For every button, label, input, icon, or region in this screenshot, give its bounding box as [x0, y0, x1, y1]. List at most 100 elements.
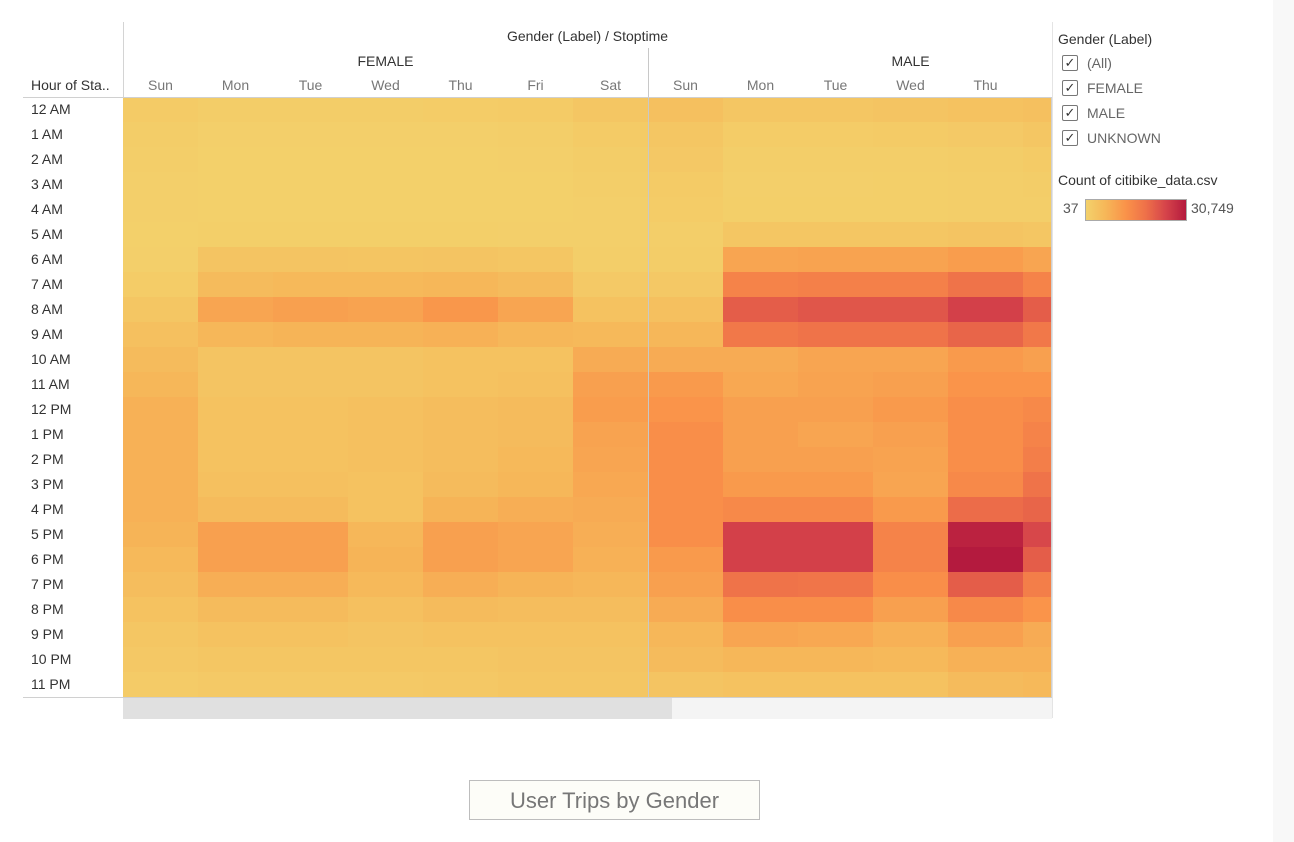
heatmap-cell[interactable] — [273, 297, 348, 322]
heatmap-cell[interactable] — [273, 272, 348, 297]
heatmap-cell[interactable] — [948, 447, 1023, 472]
heatmap-cell[interactable] — [423, 372, 498, 397]
heatmap-cell[interactable] — [498, 322, 573, 347]
heatmap-cell[interactable] — [273, 147, 348, 172]
hour-label[interactable]: 1 AM — [31, 126, 63, 142]
heatmap-cell[interactable] — [723, 547, 798, 572]
heatmap-cell[interactable] — [498, 197, 573, 222]
heatmap-cell[interactable] — [948, 97, 1023, 122]
heatmap-cell[interactable] — [723, 272, 798, 297]
heatmap-cell[interactable] — [873, 572, 948, 597]
heatmap-cell[interactable] — [723, 597, 798, 622]
heatmap-cell[interactable] — [648, 297, 723, 322]
heatmap-cell[interactable] — [198, 447, 273, 472]
day-label[interactable]: Fri — [1023, 77, 1052, 93]
heatmap-cell[interactable] — [798, 272, 873, 297]
heatmap-cell[interactable] — [798, 597, 873, 622]
heatmap-cell[interactable] — [273, 372, 348, 397]
heatmap-cell[interactable] — [348, 472, 423, 497]
heatmap-cell[interactable] — [348, 447, 423, 472]
heatmap-cell[interactable] — [348, 547, 423, 572]
heatmap-cell[interactable] — [348, 322, 423, 347]
heatmap-cell[interactable] — [873, 472, 948, 497]
heatmap-cell[interactable] — [273, 522, 348, 547]
heatmap-cell[interactable] — [498, 422, 573, 447]
heatmap-cell[interactable] — [348, 222, 423, 247]
heatmap-cell[interactable] — [273, 122, 348, 147]
heatmap-cell[interactable] — [198, 422, 273, 447]
hour-label[interactable]: 1 PM — [31, 426, 64, 442]
heatmap-cell[interactable] — [948, 647, 1023, 672]
heatmap-cell[interactable] — [798, 397, 873, 422]
heatmap-cell[interactable] — [348, 297, 423, 322]
heatmap-cell[interactable] — [498, 247, 573, 272]
heatmap-cell[interactable] — [198, 522, 273, 547]
heatmap-cell[interactable] — [723, 622, 798, 647]
heatmap-cell[interactable] — [798, 222, 873, 247]
heatmap-cell[interactable] — [573, 547, 648, 572]
checkbox[interactable]: ✓ — [1062, 105, 1078, 121]
heatmap-cell[interactable] — [1023, 322, 1052, 347]
heatmap-cell[interactable] — [648, 347, 723, 372]
heatmap-cell[interactable] — [948, 422, 1023, 447]
filter-item[interactable]: ✓ FEMALE — [1062, 78, 1143, 98]
heatmap-cell[interactable] — [123, 472, 198, 497]
heatmap-cell[interactable] — [123, 422, 198, 447]
heatmap-cell[interactable] — [123, 147, 198, 172]
heatmap-cell[interactable] — [573, 472, 648, 497]
heatmap-cell[interactable] — [723, 297, 798, 322]
hour-label[interactable]: 6 AM — [31, 251, 63, 267]
heatmap-cell[interactable] — [798, 447, 873, 472]
heatmap-cell[interactable] — [798, 547, 873, 572]
heatmap-cell[interactable] — [573, 572, 648, 597]
heatmap-cell[interactable] — [348, 147, 423, 172]
hour-label[interactable]: 11 AM — [31, 376, 70, 392]
heatmap-cell[interactable] — [648, 447, 723, 472]
heatmap-cell[interactable] — [873, 247, 948, 272]
heatmap-cell[interactable] — [723, 422, 798, 447]
heatmap-cell[interactable] — [423, 397, 498, 422]
heatmap-cell[interactable] — [798, 497, 873, 522]
heatmap-cell[interactable] — [648, 647, 723, 672]
heatmap-cell[interactable] — [273, 222, 348, 247]
heatmap-cell[interactable] — [573, 372, 648, 397]
heatmap-cell[interactable] — [423, 197, 498, 222]
day-label[interactable]: Wed — [371, 77, 400, 93]
hour-label[interactable]: 10 AM — [31, 351, 71, 367]
filter-item[interactable]: ✓ (All) — [1062, 53, 1112, 73]
heatmap-cell[interactable] — [348, 347, 423, 372]
heatmap-cell[interactable] — [948, 172, 1023, 197]
heatmap-cell[interactable] — [873, 372, 948, 397]
heatmap-cell[interactable] — [573, 397, 648, 422]
heatmap-cell[interactable] — [348, 247, 423, 272]
heatmap-cell[interactable] — [798, 347, 873, 372]
heatmap-cell[interactable] — [198, 297, 273, 322]
heatmap-cell[interactable] — [198, 572, 273, 597]
heatmap-cell[interactable] — [873, 272, 948, 297]
heatmap-cell[interactable] — [723, 522, 798, 547]
heatmap-cell[interactable] — [648, 572, 723, 597]
heatmap-cell[interactable] — [873, 397, 948, 422]
heatmap-cell[interactable] — [573, 297, 648, 322]
heatmap-cell[interactable] — [1023, 672, 1052, 697]
heatmap-cell[interactable] — [423, 672, 498, 697]
hour-label[interactable]: 6 PM — [31, 551, 64, 567]
heatmap-cell[interactable] — [1023, 272, 1052, 297]
heatmap-cell[interactable] — [648, 472, 723, 497]
heatmap-cell[interactable] — [873, 122, 948, 147]
heatmap-cell[interactable] — [123, 647, 198, 672]
heatmap-cell[interactable] — [948, 297, 1023, 322]
hour-label[interactable]: 3 AM — [31, 176, 63, 192]
heatmap-cell[interactable] — [273, 672, 348, 697]
heatmap-cell[interactable] — [423, 297, 498, 322]
heatmap-cell[interactable] — [573, 272, 648, 297]
heatmap-cell[interactable] — [798, 197, 873, 222]
heatmap-cell[interactable] — [798, 622, 873, 647]
heatmap-cell[interactable] — [1023, 147, 1052, 172]
heatmap-cell[interactable] — [873, 522, 948, 547]
heatmap-cell[interactable] — [723, 447, 798, 472]
heatmap-cell[interactable] — [423, 547, 498, 572]
heatmap-cell[interactable] — [798, 122, 873, 147]
heatmap-cell[interactable] — [123, 222, 198, 247]
heatmap-cell[interactable] — [123, 447, 198, 472]
